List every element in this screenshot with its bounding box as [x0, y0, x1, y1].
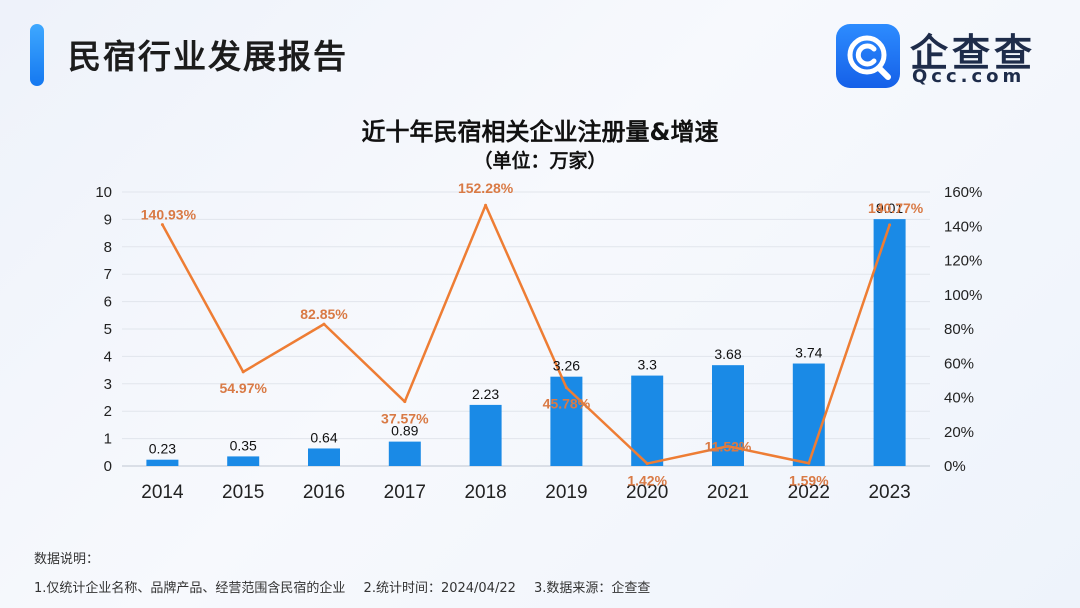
bar-value-label: 3.74 [795, 345, 822, 361]
y-right-tick-label: 0% [944, 458, 966, 475]
y-left-tick-label: 6 [104, 294, 112, 311]
y-left-tick-label: 5 [104, 321, 112, 338]
bar [388, 441, 421, 466]
bar-value-label: 3.26 [553, 358, 580, 374]
line-point [888, 223, 892, 227]
bar-value-label: 2.23 [472, 386, 499, 402]
note-item: 1.仅统计企业名称、品牌产品、经营范围含民宿的企业 [34, 581, 346, 596]
y-right-tick-label: 140% [944, 218, 982, 235]
line-point [484, 203, 488, 207]
bar [631, 375, 664, 466]
line-point [160, 223, 164, 227]
y-left-tick-label: 1 [104, 431, 112, 448]
brand-name: 企查查 [910, 31, 1037, 75]
bar [792, 363, 825, 466]
x-tick-label: 2021 [707, 482, 749, 503]
bar [550, 376, 583, 466]
line-value-label: 152.28% [458, 180, 514, 196]
notes-line: 1.仅统计企业名称、品牌产品、经营范围含民宿的企业 2.统计时间：2024/04… [34, 577, 664, 596]
line-point [322, 322, 326, 326]
line-value-label: 1.59% [789, 472, 829, 488]
title-accent-bar [30, 24, 44, 86]
bar [469, 404, 502, 466]
y-left-tick-label: 7 [104, 266, 112, 283]
x-tick-label: 2014 [141, 482, 184, 503]
y-left-tick-label: 9 [104, 211, 112, 228]
bar-value-label: 3.68 [714, 346, 741, 362]
line-value-label: 140.77% [868, 200, 924, 216]
y-left-tick-label: 2 [104, 403, 112, 420]
bar-value-label: 9.01 [876, 200, 903, 216]
line-point [807, 461, 811, 465]
line-value-label: 45.78% [543, 396, 591, 412]
chart-title: 近十年民宿相关企业注册量&增速 [361, 118, 719, 146]
y-left-tick-label: 4 [104, 348, 112, 365]
x-tick-label: 2015 [222, 482, 264, 503]
y-right-tick-label: 60% [944, 355, 974, 372]
y-left-tick-label: 10 [95, 184, 112, 201]
line-value-label: 37.57% [381, 411, 429, 427]
bar-value-label: 0.64 [310, 429, 337, 445]
line-point [726, 444, 730, 448]
x-tick-label: 2020 [626, 482, 668, 503]
y-right-tick-label: 100% [944, 287, 982, 304]
bar [227, 456, 260, 466]
line-value-label: 1.42% [627, 473, 667, 489]
line-value-label: 11.52% [705, 438, 752, 454]
page-title: 民宿行业发展报告 [68, 37, 348, 76]
note-item: 2.统计时间：2024/04/22 [363, 581, 516, 596]
x-tick-label: 2018 [464, 482, 506, 503]
x-tick-label: 2017 [384, 482, 426, 503]
notes-heading: 数据说明： [34, 552, 100, 567]
bar [308, 448, 340, 466]
bar [146, 459, 179, 466]
y-right-tick-label: 40% [944, 390, 974, 407]
bar-value-label: 0.35 [230, 437, 257, 453]
line-value-label: 82.85% [300, 306, 348, 322]
line-value-label: 54.97% [219, 380, 267, 396]
brand-domain: Qcc.com [912, 66, 1026, 87]
chart-unit-subtitle: （单位：万家） [473, 150, 607, 172]
y-left-tick-label: 8 [104, 239, 112, 256]
line-point [645, 462, 649, 466]
brand-logo: 企查查 Qcc.com [836, 24, 1056, 88]
line-point [241, 370, 245, 374]
line-point [564, 386, 568, 390]
x-tick-label: 2023 [868, 482, 910, 503]
line-value-label: 140.93% [141, 207, 197, 223]
bar-value-label: 0.23 [149, 441, 176, 457]
y-right-tick-label: 20% [944, 424, 974, 441]
x-tick-label: 2016 [303, 482, 345, 503]
magnifier-logo-icon [836, 24, 900, 88]
y-left-tick-label: 3 [104, 376, 112, 393]
growth-line [161, 203, 891, 465]
line-point [403, 400, 407, 404]
y-left-tick-label: 0 [104, 458, 112, 475]
x-tick-label: 2019 [545, 482, 587, 503]
y-right-tick-label: 120% [944, 253, 982, 270]
note-item: 3.数据来源：企查查 [534, 581, 651, 596]
x-tick-label: 2022 [788, 482, 830, 503]
bar-value-label: 3.3 [637, 357, 657, 373]
bar-value-label: 0.89 [391, 423, 418, 439]
y-right-tick-label: 160% [944, 184, 982, 201]
y-right-tick-label: 80% [944, 321, 974, 338]
